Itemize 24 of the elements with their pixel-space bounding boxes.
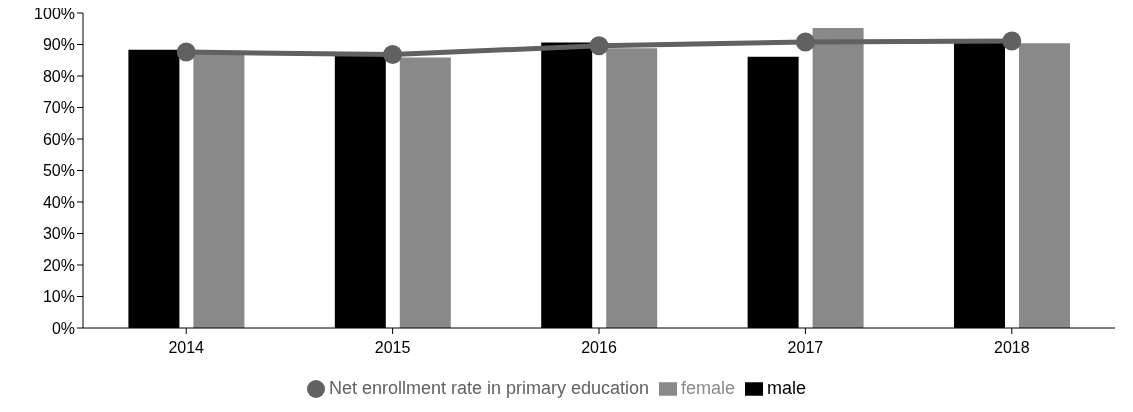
x-tick-label: 2015 xyxy=(374,339,411,357)
y-tick-label: 60% xyxy=(42,130,75,148)
bar xyxy=(193,52,245,328)
y-tick-label: 80% xyxy=(42,67,75,85)
y-tick-label: 10% xyxy=(42,288,75,306)
y-tick-label: 30% xyxy=(42,225,75,243)
legend-label: Net enrollment rate in primary education xyxy=(328,378,650,398)
legend-label: male xyxy=(767,378,807,398)
bar xyxy=(399,57,451,328)
x-tick-label: 2017 xyxy=(787,339,824,357)
x-tick-label: 2014 xyxy=(168,339,205,357)
y-tick-label: 40% xyxy=(42,193,75,211)
y-tick-label: 0% xyxy=(51,319,75,337)
y-tick-label: 50% xyxy=(42,162,75,180)
bar xyxy=(606,48,658,328)
legend-label: female xyxy=(681,378,736,398)
y-tick-label: 100% xyxy=(34,4,75,22)
bar xyxy=(1019,43,1071,328)
y-tick-label: 20% xyxy=(42,256,75,274)
y-tick-label: 90% xyxy=(42,36,75,54)
x-tick-label: 2018 xyxy=(994,339,1030,357)
y-tick-label: 70% xyxy=(42,99,75,117)
bar xyxy=(812,28,864,328)
x-tick-label: 2016 xyxy=(581,339,617,357)
